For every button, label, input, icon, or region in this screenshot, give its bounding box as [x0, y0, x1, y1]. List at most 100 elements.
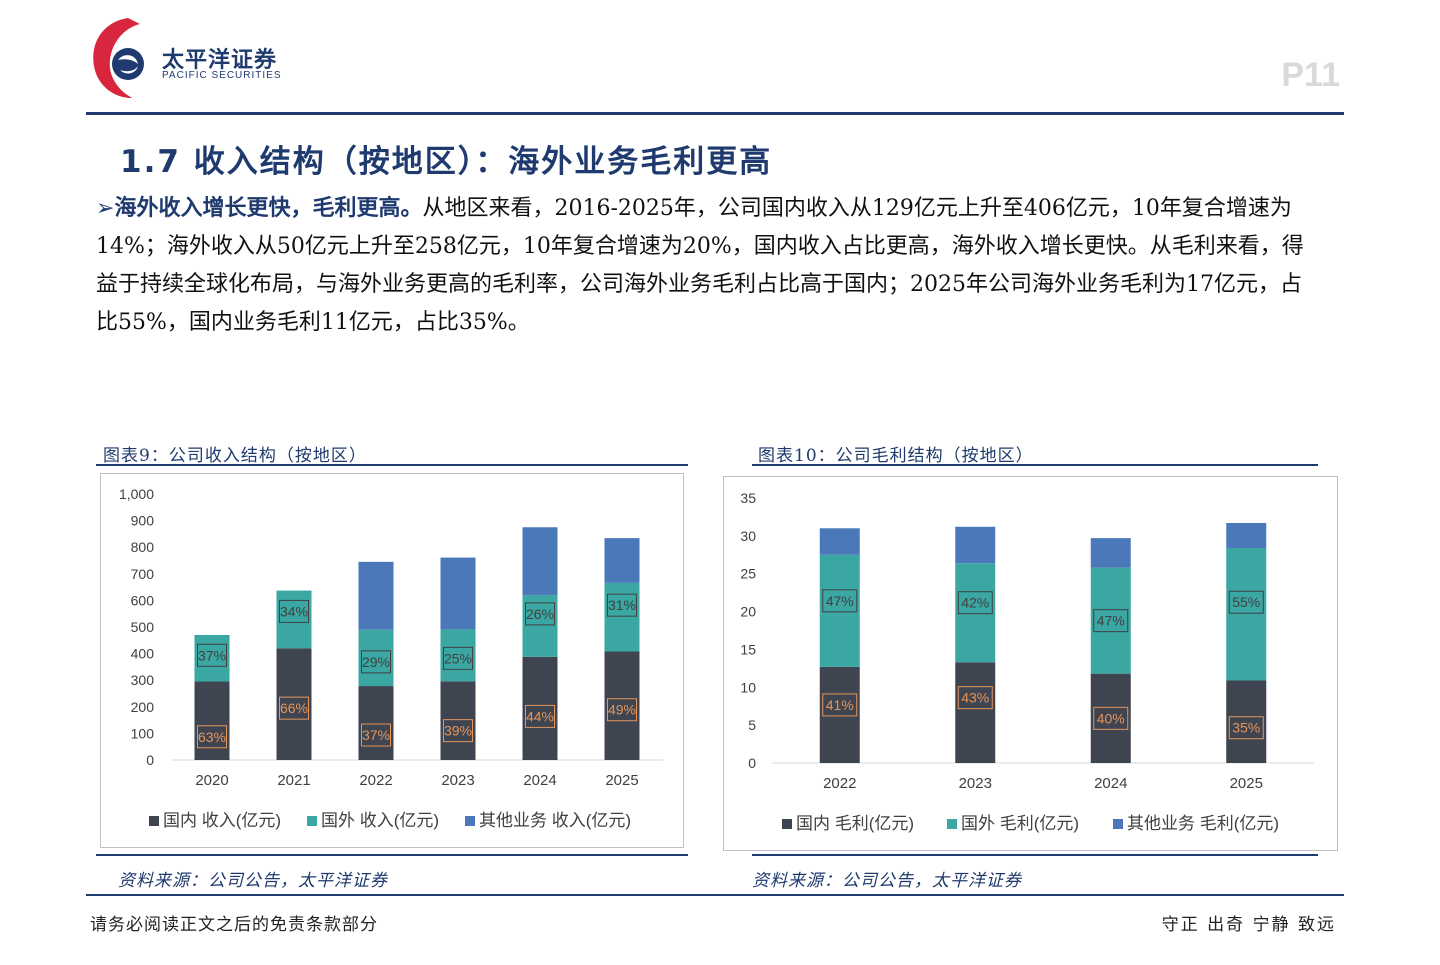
footer-divider — [86, 894, 1344, 896]
y-tick-label: 700 — [131, 566, 155, 582]
legend-label: 国内 毛利(亿元) — [796, 814, 914, 833]
body-text: 从地区来看，2016-2025年，公司国内收入从129亿元上升至406亿元，10… — [96, 196, 1304, 335]
bar-segment — [819, 554, 860, 667]
data-label-box — [361, 723, 391, 747]
data-label: 40% — [1097, 710, 1125, 726]
figure-9-title-rule — [96, 464, 688, 466]
data-label: 29% — [362, 654, 390, 670]
data-label-box — [1093, 609, 1129, 633]
figure-10-title: 图表10：公司毛利结构（按地区） — [758, 446, 1034, 466]
bar-segment — [522, 656, 558, 760]
data-label-box — [957, 686, 993, 710]
data-label: 42% — [961, 595, 989, 611]
x-tick-label: 2023 — [959, 775, 992, 792]
x-tick-label: 2024 — [523, 772, 556, 789]
y-tick-label: 200 — [131, 699, 155, 715]
data-label: 35% — [1232, 720, 1260, 736]
data-label: 49% — [608, 702, 636, 718]
bar-segment — [604, 538, 640, 583]
bar-segment — [1226, 680, 1267, 763]
y-tick-label: 10 — [740, 679, 756, 695]
data-label-box — [197, 643, 227, 667]
figure-10-source: 资料来源：公司公告，太平洋证券 — [752, 871, 1022, 891]
legend-swatch — [1113, 819, 1123, 829]
company-motto: 守正 出奇 宁静 致远 — [1161, 915, 1336, 935]
x-tick-label: 2021 — [277, 772, 310, 789]
bar-segment — [604, 582, 640, 652]
data-label: 31% — [608, 597, 636, 613]
data-label: 26% — [526, 606, 554, 622]
data-label-box — [443, 646, 473, 670]
y-tick-label: 0 — [146, 752, 154, 768]
legend-label: 国外 毛利(亿元) — [961, 814, 1079, 833]
bar-segment — [1090, 538, 1131, 568]
bar-segment — [440, 681, 476, 760]
data-label: 39% — [444, 723, 472, 739]
y-tick-label: 900 — [131, 513, 155, 529]
data-label-box — [1228, 716, 1264, 740]
data-label: 47% — [826, 593, 854, 609]
bar-segment — [955, 526, 996, 564]
y-tick-label: 100 — [131, 725, 155, 741]
data-label-box — [443, 719, 473, 743]
data-label: 47% — [1097, 613, 1125, 629]
legend-label: 国内 收入(亿元) — [163, 811, 281, 830]
bar-segment — [1226, 522, 1267, 548]
y-tick-label: 400 — [131, 646, 155, 662]
data-label: 55% — [1232, 594, 1260, 610]
x-tick-label: 2022 — [359, 772, 392, 789]
bar-segment — [194, 634, 230, 682]
data-label-box — [279, 696, 309, 720]
x-tick-label: 2020 — [195, 772, 228, 789]
figure-9-chart: 0 100 200 300 400 500 600 700 800 900 1,000 63% 37% 2… — [100, 473, 684, 848]
data-label-box — [361, 650, 391, 674]
y-tick-label: 30 — [740, 528, 756, 544]
data-label-box — [607, 593, 637, 617]
y-tick-label: 300 — [131, 672, 155, 688]
y-tick-label: 1,000 — [119, 486, 154, 502]
bar-segment — [440, 557, 476, 630]
legend-label: 其他业务 收入(亿元) — [479, 811, 631, 830]
bar-segment — [819, 528, 860, 555]
bar-segment — [276, 648, 312, 760]
figure-10-title-rule — [752, 464, 1318, 466]
data-label-box — [957, 591, 993, 615]
data-label-box — [525, 704, 555, 728]
data-label: 66% — [280, 700, 308, 716]
data-label-box — [279, 599, 309, 623]
bar-segment — [1090, 567, 1131, 674]
data-label-box — [822, 693, 858, 717]
legend-label: 国外 收入(亿元) — [321, 811, 439, 830]
gross-profit-structure-chart: 0510152025303541%47%202243%42%202340%47%… — [740, 490, 1314, 833]
y-tick-label: 500 — [131, 619, 155, 635]
data-label: 37% — [362, 727, 390, 743]
bar-segment — [819, 666, 860, 763]
data-label-box — [822, 589, 858, 613]
legend-swatch — [149, 816, 159, 826]
revenue-structure-chart: 0 100 200 300 400 500 600 700 800 900 1,000 63% 37% 2… — [119, 486, 663, 830]
data-label: 43% — [961, 690, 989, 706]
figure-10-chart: 0 5 10 15 20 25 30 35 41% 47% 2022 43% 42% 2023 40% 47%… — [723, 476, 1338, 851]
y-tick-label: 5 — [748, 717, 756, 733]
brand-logo: 太平洋证券 PACIFIC SECURITIES — [88, 14, 298, 100]
header-divider — [86, 112, 1344, 115]
bar-segment — [522, 595, 558, 657]
data-label-box — [1093, 706, 1129, 730]
y-tick-label: 0 — [748, 755, 756, 771]
section-title: 1.7 收入结构（按地区）：海外业务毛利更高 — [120, 144, 773, 180]
legend-swatch — [947, 819, 957, 829]
x-tick-label: 2025 — [1230, 775, 1263, 792]
data-label: 34% — [280, 603, 308, 619]
bar-segment — [194, 681, 230, 760]
bar-segment — [440, 629, 476, 682]
y-tick-label: 15 — [740, 641, 756, 657]
bar-segment — [1226, 547, 1267, 681]
bar-segment — [358, 686, 394, 760]
page-number: P11 — [1281, 56, 1340, 94]
legend-swatch — [782, 819, 792, 829]
y-tick-label: 600 — [131, 592, 155, 608]
x-tick-label: 2025 — [605, 772, 638, 789]
bar-segment — [955, 662, 996, 763]
legend-label: 其他业务 毛利(亿元) — [1127, 814, 1279, 833]
figure-9-source-rule — [96, 854, 688, 856]
